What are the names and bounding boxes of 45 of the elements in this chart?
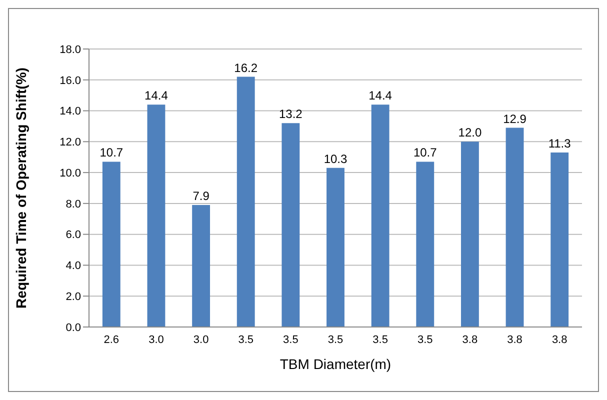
bar [460,142,479,327]
x-tick-label: 3.5 [417,334,433,346]
x-tick-label: 3.8 [462,334,478,346]
data-label: 12.0 [458,126,482,140]
y-axis-title: Required Time of Operating Shift(%) [12,68,29,308]
data-label: 10.7 [100,146,124,160]
bar [416,162,434,327]
bar [192,204,210,327]
y-tick-label: 4.0 [66,260,81,272]
y-tick-label: 16.0 [60,74,81,87]
x-tick-label: 3.5 [372,334,388,346]
bar [147,104,166,327]
x-tick-label: 3.0 [193,334,209,346]
bar [282,123,300,327]
x-tick-label: 3.5 [328,334,344,346]
bar [102,162,120,327]
y-tick-label: 10.0 [60,167,81,180]
data-label: 10.3 [324,152,348,166]
y-tick-label: 2.0 [66,291,81,304]
x-tick-label: 3.8 [507,334,522,346]
data-label: 16.2 [234,60,258,75]
bar [550,152,569,327]
data-label: 14.4 [368,88,392,103]
y-tick-label: 0.0 [66,322,81,334]
x-tick-label: 3.5 [283,334,298,346]
bar [371,104,390,327]
y-tick-label: 6.0 [66,229,81,242]
x-tick-label: 3.5 [238,334,254,346]
data-label: 12.9 [503,112,527,126]
data-label: 11.3 [548,136,572,150]
data-label: 14.4 [144,88,168,103]
bar [506,128,524,327]
data-label: 13.2 [279,107,303,122]
y-tick-label: 12.0 [60,136,81,149]
x-tick-label: 3.8 [552,334,568,346]
x-tick-label: 2.6 [104,334,120,346]
data-label: 7.9 [192,188,210,203]
x-tick-label: 3.0 [148,334,164,346]
x-axis-title: TBM Diameter(m) [280,356,392,372]
data-label: 10.7 [413,146,438,160]
y-tick-label: 14.0 [60,106,81,118]
y-tick-label: 8.0 [66,198,81,210]
bar [326,168,344,327]
bar [236,76,255,327]
y-tick-label: 18.0 [60,44,81,56]
